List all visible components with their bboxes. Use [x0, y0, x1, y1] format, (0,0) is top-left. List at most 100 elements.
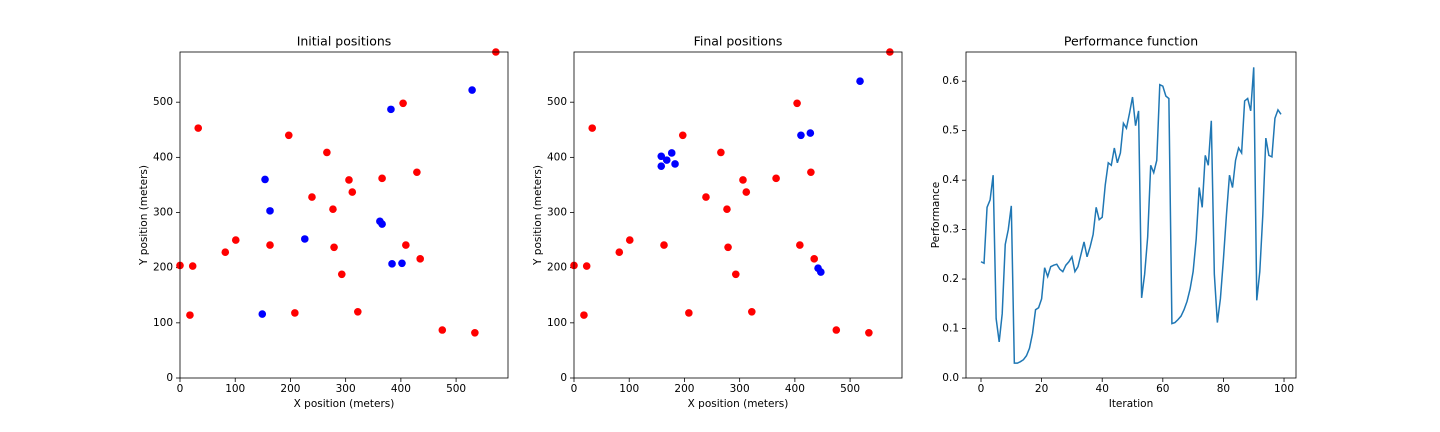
- x-tick-label: 200: [674, 383, 694, 395]
- point: [186, 311, 194, 319]
- point: [702, 193, 710, 201]
- point: [399, 99, 407, 108]
- x-tick-label: 0: [571, 383, 578, 395]
- x-tick-label: 300: [336, 383, 356, 395]
- y-tick-label: 400: [547, 151, 567, 163]
- point: [266, 241, 274, 249]
- x-tick-label: 100: [225, 383, 245, 395]
- x-tick-label: 500: [446, 383, 466, 395]
- point: [471, 328, 479, 337]
- point: [615, 248, 624, 257]
- y-tick-label: 200: [547, 262, 567, 274]
- point: [660, 241, 668, 249]
- y-tick-label: 0.4: [942, 174, 959, 186]
- point: [188, 262, 197, 270]
- axes-frame: [965, 51, 1297, 379]
- subplot: 0 20 40 60 80 100 0.0 0.1 0.2 0.3 0.4 0.5 0.6 Perform…: [930, 34, 1297, 410]
- x-tick-label: 20: [1035, 383, 1048, 395]
- x-tick-label: 0: [978, 383, 985, 395]
- x-axis-label: Iteration: [1109, 398, 1154, 410]
- point: [378, 220, 386, 228]
- point: [865, 328, 873, 337]
- y-tick-label: 300: [153, 207, 173, 219]
- point: [817, 268, 825, 276]
- point: [300, 235, 309, 243]
- point: [194, 124, 203, 132]
- y-tick-label: 0: [560, 372, 567, 384]
- y-axis-label: Performance: [930, 182, 942, 249]
- x-tick-label: 0: [177, 383, 184, 395]
- point: [416, 255, 425, 263]
- point: [323, 148, 331, 157]
- y-tick-label: 300: [547, 207, 567, 219]
- point: [291, 309, 299, 317]
- point: [345, 176, 353, 184]
- point: [388, 260, 396, 268]
- point: [588, 124, 597, 132]
- chart-title: Initial positions: [297, 34, 392, 49]
- point: [793, 99, 801, 108]
- point: [662, 156, 671, 164]
- x-tick-label: 40: [1096, 383, 1109, 395]
- x-tick-label: 100: [619, 383, 639, 395]
- point: [671, 160, 679, 168]
- x-tick-label: 500: [840, 383, 860, 395]
- point: [717, 148, 725, 157]
- point: [748, 308, 756, 316]
- y-tick-label: 400: [153, 151, 173, 163]
- x-tick-label: 200: [280, 383, 300, 395]
- point: [807, 168, 815, 177]
- point: [398, 259, 406, 268]
- x-tick-label: 300: [730, 383, 750, 395]
- subplot: 0 100 200 300 400 500 0 100 200 300 400 500 Final po…: [532, 34, 903, 410]
- plot-area: [180, 52, 508, 378]
- axes-frame: [179, 51, 509, 379]
- x-tick-label: 400: [785, 383, 805, 395]
- subplot: 0 100 200 300 400 500 0 100 200 300 400 500 Initial …: [138, 34, 509, 410]
- chart-title: Performance function: [1064, 34, 1198, 49]
- line: [980, 67, 1282, 364]
- axes-frame: [573, 51, 903, 379]
- chart-title: Final positions: [694, 34, 783, 49]
- point: [797, 131, 805, 140]
- point: [685, 309, 693, 317]
- y-tick-label: 0.1: [942, 323, 959, 335]
- point: [387, 105, 395, 114]
- point: [413, 168, 421, 177]
- y-tick-label: 100: [547, 317, 567, 329]
- point: [657, 152, 666, 161]
- y-tick-label: 0.6: [942, 75, 959, 87]
- point: [354, 308, 362, 316]
- point: [796, 241, 804, 249]
- point: [832, 326, 841, 334]
- x-tick-label: 100: [1274, 383, 1294, 395]
- point: [284, 131, 293, 140]
- y-tick-label: 500: [547, 96, 567, 108]
- y-tick-label: 0: [166, 372, 173, 384]
- point: [330, 243, 338, 252]
- point: [731, 270, 740, 279]
- point: [772, 174, 780, 183]
- point: [724, 243, 732, 252]
- x-axis-label: X position (meters): [688, 398, 789, 410]
- y-tick-label: 100: [153, 317, 173, 329]
- point: [739, 176, 747, 184]
- point: [810, 255, 819, 263]
- y-tick-label: 0.0: [942, 372, 959, 384]
- point: [468, 86, 476, 94]
- point: [742, 188, 751, 196]
- point: [221, 248, 230, 257]
- point: [231, 236, 240, 244]
- point: [625, 236, 634, 244]
- point: [348, 188, 357, 196]
- y-axis-label: Y position (meters): [138, 165, 150, 266]
- x-tick-label: 400: [391, 383, 411, 395]
- point: [378, 174, 386, 183]
- y-tick-label: 200: [153, 262, 173, 274]
- y-axis-label: Y position (meters): [532, 165, 544, 266]
- point: [678, 131, 687, 140]
- point: [806, 129, 815, 137]
- point: [308, 193, 316, 201]
- point: [402, 241, 410, 249]
- point: [337, 270, 346, 279]
